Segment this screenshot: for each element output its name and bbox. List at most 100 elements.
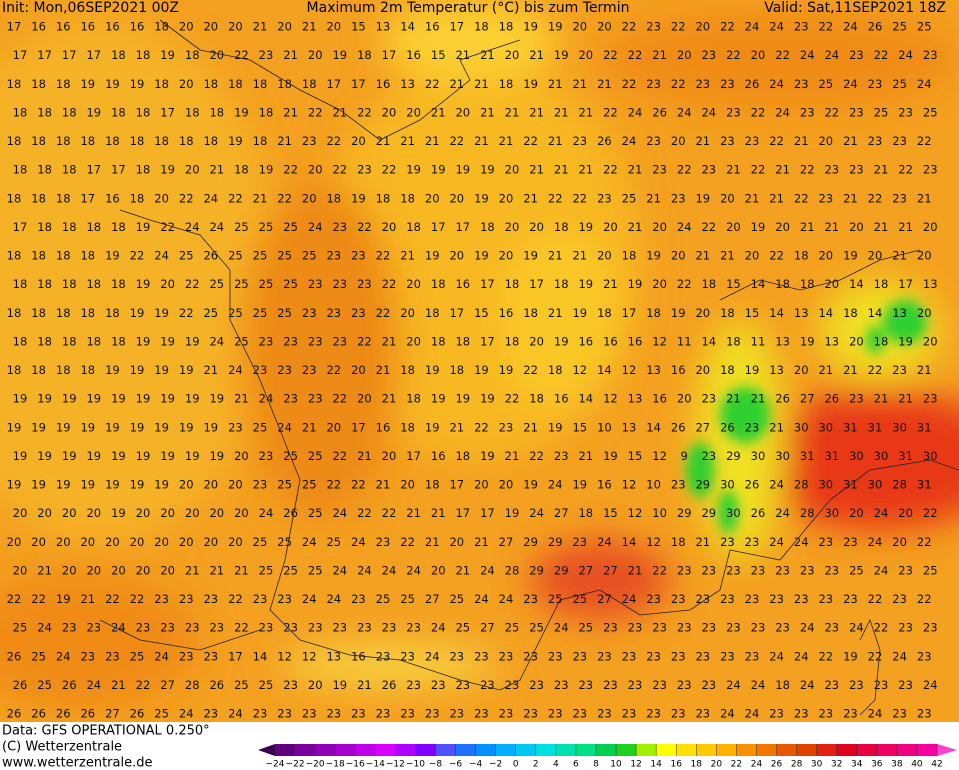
- temperature-value: 17: [406, 449, 421, 463]
- temperature-value: 23: [701, 563, 716, 577]
- scale-swatch: [355, 744, 376, 756]
- temperature-value: 19: [13, 392, 28, 406]
- temperature-value: 19: [185, 392, 200, 406]
- temperature-value: 23: [818, 592, 833, 606]
- temperature-value: 18: [523, 306, 538, 320]
- temperature-value: 30: [726, 506, 741, 520]
- temperature-value: 21: [505, 449, 520, 463]
- temperature-value: 24: [431, 621, 446, 635]
- temperature-value: 23: [203, 592, 218, 606]
- temperature-value: 19: [474, 249, 489, 263]
- temperature-value: 25: [308, 506, 323, 520]
- temperature-value: 18: [455, 334, 470, 348]
- temperature-value: 19: [80, 420, 95, 434]
- temperature-value: 19: [56, 592, 71, 606]
- temperature-value: 22: [382, 506, 397, 520]
- temperature-value: 27: [554, 506, 569, 520]
- temperature-value: 23: [794, 592, 809, 606]
- temperature-value: 30: [794, 420, 809, 434]
- temperature-value: 24: [874, 563, 889, 577]
- temperature-value: 24: [628, 105, 643, 119]
- temperature-value: 19: [332, 48, 347, 62]
- temperature-value: 23: [849, 48, 864, 62]
- scale-label: 18: [691, 760, 703, 770]
- temperature-value: 16: [130, 20, 145, 34]
- temperature-value: 20: [695, 20, 710, 34]
- temperature-value: 17: [898, 277, 913, 291]
- temperature-value: 22: [548, 191, 563, 205]
- temperature-value: 23: [843, 592, 858, 606]
- temperature-value: 25: [529, 621, 544, 635]
- temperature-value: 24: [726, 678, 741, 692]
- temperature-value: 24: [351, 535, 366, 549]
- temperature-value: 13: [622, 420, 637, 434]
- temperature-value: 19: [105, 363, 120, 377]
- temperature-value: 20: [794, 363, 809, 377]
- temperature-value: 20: [671, 134, 686, 148]
- temperature-value: 12: [603, 392, 618, 406]
- temperature-value: 21: [480, 105, 495, 119]
- temperature-value: 20: [136, 506, 151, 520]
- temperature-value: 23: [923, 621, 938, 635]
- scale-swatch: [335, 744, 356, 756]
- temperature-value: 23: [671, 191, 686, 205]
- temperature-value: 23: [720, 535, 735, 549]
- temperature-value: 23: [400, 649, 415, 663]
- temperature-value: 19: [111, 506, 126, 520]
- temperature-value: 24: [769, 20, 784, 34]
- temperature-value: 23: [302, 134, 317, 148]
- temperature-value: 21: [874, 163, 889, 177]
- temperature-field: 17 16 16 16 16 16 18 20 20 20 21 20 21 20 15 13 14 16 17 18…: [0, 0, 959, 722]
- temperature-value: 21: [505, 105, 520, 119]
- temperature-value: 21: [769, 420, 784, 434]
- temperature-value: 20: [86, 506, 101, 520]
- scale-swatch: [455, 744, 477, 756]
- temperature-value: 26: [751, 506, 766, 520]
- temperature-value: 24: [892, 649, 907, 663]
- temperature-value: 24: [86, 678, 101, 692]
- temperature-value: 26: [31, 707, 46, 721]
- temperature-value: 24: [800, 48, 815, 62]
- temperature-value: 26: [209, 678, 224, 692]
- temperature-value: 20: [111, 563, 126, 577]
- temperature-value: 19: [160, 392, 175, 406]
- temperature-value: 17: [37, 48, 52, 62]
- temperature-value: 23: [578, 678, 593, 692]
- temperature-value: 19: [154, 478, 169, 492]
- temperature-value: 19: [745, 363, 760, 377]
- temperature-value: 23: [701, 392, 716, 406]
- temperature-value: 23: [332, 220, 347, 234]
- temperature-value: 19: [136, 334, 151, 348]
- temperature-value: 21: [302, 20, 317, 34]
- temperature-value: 18: [7, 191, 22, 205]
- temperature-value: 17: [13, 48, 28, 62]
- temperature-value: 16: [31, 20, 46, 34]
- temperature-value: 24: [917, 77, 932, 91]
- temperature-value: 20: [105, 535, 120, 549]
- temperature-value: 20: [357, 392, 372, 406]
- temperature-value: 22: [179, 191, 194, 205]
- temperature-value: 21: [400, 134, 415, 148]
- temperature-value: 25: [892, 77, 907, 91]
- temperature-value: 22: [652, 563, 667, 577]
- temperature-value: 25: [308, 449, 323, 463]
- temperature-value: 24: [597, 535, 612, 549]
- temperature-value: 13: [400, 77, 415, 91]
- temperature-value: 15: [726, 277, 741, 291]
- scale-swatch: [475, 744, 497, 756]
- temperature-value: 18: [425, 306, 440, 320]
- temperature-value: 25: [308, 563, 323, 577]
- temperature-value: 19: [56, 478, 71, 492]
- temperature-value: 19: [31, 478, 46, 492]
- temperature-value: 24: [769, 77, 784, 91]
- temperature-value: 12: [572, 363, 587, 377]
- temperature-value: 23: [357, 277, 372, 291]
- temperature-value: 25: [203, 306, 218, 320]
- temperature-value: 23: [824, 163, 839, 177]
- temperature-value: 12: [622, 363, 637, 377]
- temperature-value: 23: [695, 707, 710, 721]
- temperature-value: 23: [892, 134, 907, 148]
- temperature-value: 19: [548, 20, 563, 34]
- temperature-value: 23: [357, 621, 372, 635]
- temperature-value: 9: [681, 449, 688, 463]
